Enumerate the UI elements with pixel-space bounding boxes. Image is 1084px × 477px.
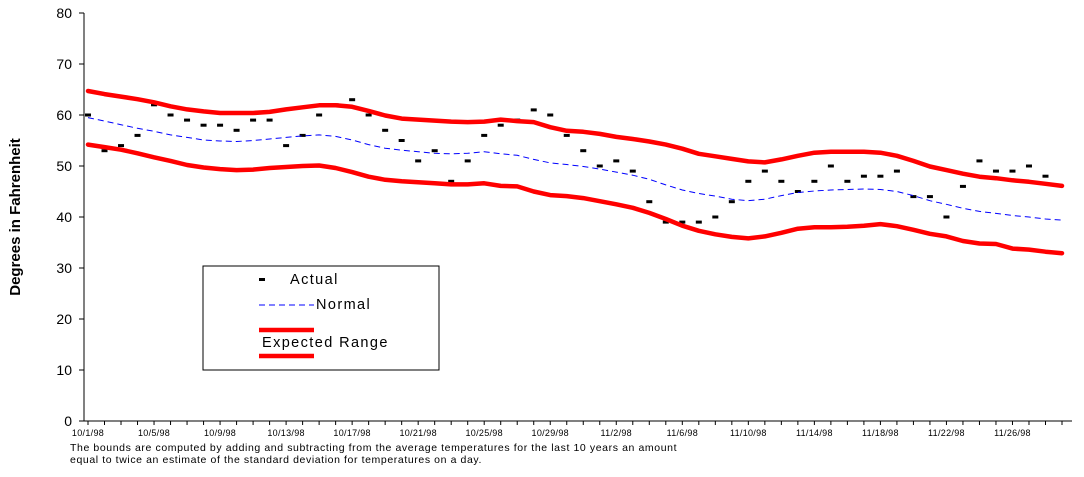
legend: Actual Normal Expected Range [202, 265, 440, 371]
x-tick-label: 11/6/98 [667, 428, 698, 438]
legend-box [202, 265, 440, 371]
actual-point [563, 133, 570, 137]
actual-point [217, 123, 224, 127]
actual-point [596, 164, 603, 168]
actual-point [167, 113, 174, 117]
legend-normal-label: Normal [316, 297, 371, 313]
actual-point [464, 159, 471, 163]
actual-point [1009, 169, 1016, 173]
actual-point [497, 123, 504, 127]
actual-point [745, 179, 752, 183]
x-tick-label: 11/14/98 [796, 428, 833, 438]
actual-point [860, 174, 867, 178]
y-tick-label: 0 [64, 413, 72, 429]
x-tick-label: 10/29/98 [532, 428, 569, 438]
actual-point [365, 113, 372, 117]
actual-point [926, 195, 933, 199]
actual-point [101, 149, 108, 153]
y-tick-label: 40 [56, 209, 72, 225]
footnote-line-2: equal to twice an estimate of the standa… [70, 454, 483, 466]
actual-point [877, 174, 884, 178]
expected-range-upper-line [85, 88, 1065, 189]
actual-point [679, 220, 686, 224]
series-layer [85, 88, 1065, 256]
y-tick-label: 50 [56, 158, 72, 174]
actual-point [662, 220, 669, 224]
axes: 0 10 20 30 40 50 60 70 80 10/1/98 10/5/98 10/9/98 10… [56, 5, 1072, 438]
actual-point [761, 169, 768, 173]
footnote: The bounds are computed by adding and su… [70, 442, 970, 466]
actual-point [827, 164, 834, 168]
x-tick-label: 11/26/98 [994, 428, 1031, 438]
x-tick-label: 10/21/98 [399, 428, 436, 438]
actual-point [613, 159, 620, 163]
actual-point [943, 215, 950, 219]
actual-point [398, 139, 405, 142]
y-tick-label: 10 [56, 362, 72, 378]
y-axis-label: Degrees in Fahrenheit [7, 138, 24, 296]
actual-point [910, 195, 917, 199]
x-tick-label: 11/22/98 [928, 428, 965, 438]
actual-point [580, 149, 587, 153]
actual-point [530, 108, 537, 112]
actual-point [959, 184, 966, 188]
actual-point [431, 149, 438, 153]
actual-point [976, 159, 983, 163]
actual-point [629, 169, 636, 173]
actual-point [85, 113, 91, 117]
legend-actual-marker [259, 278, 265, 281]
actual-point [778, 179, 785, 183]
actual-point [481, 133, 488, 137]
actual-point [118, 144, 125, 148]
x-tick-label: 10/17/98 [333, 428, 370, 438]
actual-point [250, 118, 257, 122]
actual-point [448, 179, 455, 183]
actual-point [547, 113, 554, 117]
normal-line [87, 117, 1063, 221]
y-tick-label: 20 [56, 311, 72, 327]
actual-point [844, 179, 851, 183]
x-tick-label: 10/1/98 [72, 428, 104, 438]
y-tick-label: 70 [56, 56, 72, 72]
actual-point [200, 123, 207, 127]
actual-point [382, 128, 389, 132]
x-tick-label: 10/13/98 [267, 428, 304, 438]
actual-point [233, 128, 240, 132]
actual-point [646, 200, 653, 204]
x-tick-label: 10/25/98 [465, 428, 502, 438]
actual-point [728, 200, 735, 204]
actual-point [299, 133, 306, 137]
y-tick-label: 60 [56, 107, 72, 123]
legend-range-label: Expected Range [262, 335, 389, 351]
actual-point [266, 118, 273, 122]
x-tick-label: 10/9/98 [204, 428, 236, 438]
x-tick-label: 11/10/98 [730, 428, 767, 438]
actual-point [1025, 164, 1032, 168]
x-tick-label: 11/18/98 [862, 428, 899, 438]
actual-point [316, 113, 323, 117]
actual-point [1042, 174, 1049, 178]
actual-point [415, 159, 422, 163]
actual-point [811, 179, 818, 183]
y-tick-label: 80 [56, 5, 72, 21]
actual-point [695, 220, 702, 224]
actual-point [151, 103, 158, 107]
actual-point [283, 144, 290, 148]
actual-point [712, 215, 719, 219]
y-tick-label: 30 [56, 260, 72, 276]
actual-point [893, 169, 900, 173]
footnote-line-1: The bounds are computed by adding and su… [70, 442, 678, 454]
legend-actual-label: Actual [290, 272, 339, 288]
actual-point [134, 133, 141, 137]
actual-point [184, 118, 191, 122]
actual-point [794, 190, 801, 193]
actual-point [349, 98, 356, 102]
expected-range-lower-line [85, 142, 1065, 256]
actual-point [992, 169, 999, 173]
x-tick-label: 11/2/98 [601, 428, 632, 438]
x-tick-label: 10/5/98 [138, 428, 170, 438]
